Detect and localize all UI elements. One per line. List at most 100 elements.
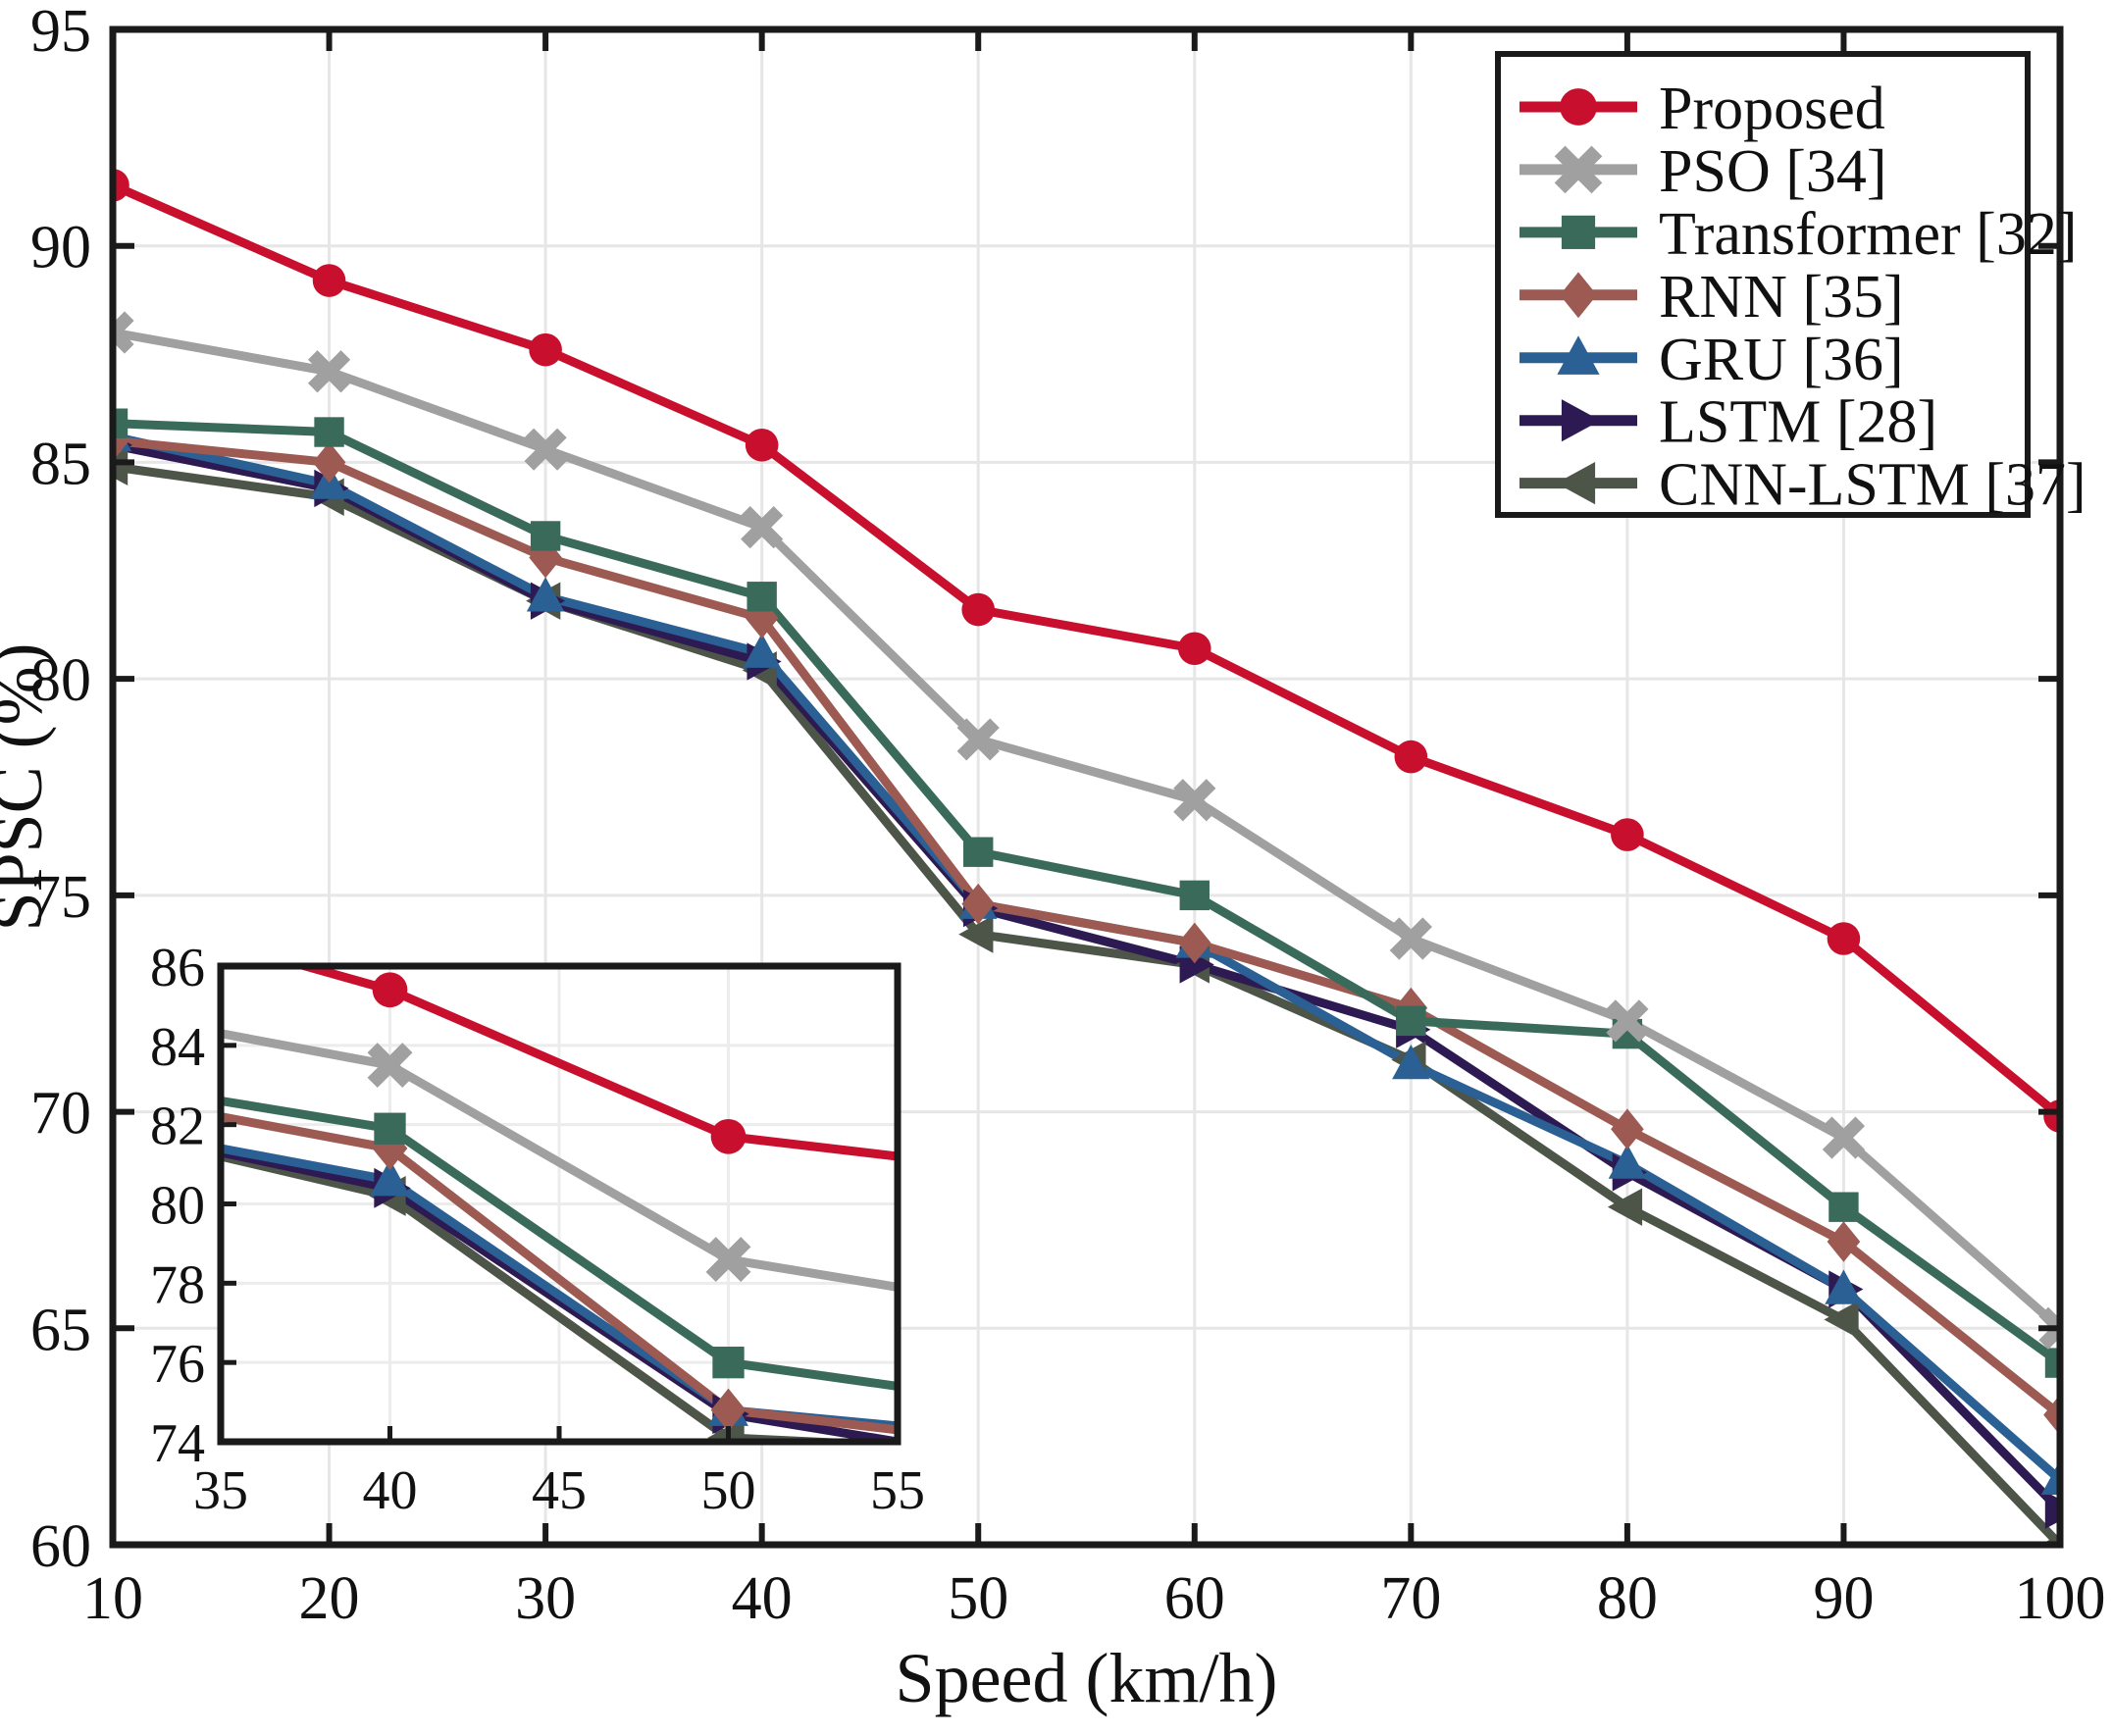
- inset-series-group: [221, 966, 898, 1442]
- series-line-proposed: [113, 180, 2060, 1121]
- x-marker: [307, 350, 351, 393]
- main-series-group: [113, 169, 2060, 1545]
- inset-x-tick-label: 50: [701, 1460, 756, 1521]
- legend-label: PSO [34]: [1659, 138, 1887, 205]
- x-axis-title: Speed (km/h): [896, 1639, 1278, 1717]
- data-point-marker: [1389, 917, 1432, 960]
- y-tick-label: 65: [30, 1297, 91, 1363]
- circle-marker: [1827, 922, 1861, 955]
- y-tick-label: 75: [30, 864, 91, 931]
- data-point-marker: [1173, 779, 1216, 822]
- x-marker: [367, 1043, 413, 1088]
- data-point-marker: [1607, 1188, 1643, 1226]
- inset-y-tick-label: 86: [150, 938, 205, 998]
- data-point-marker: [1827, 922, 1861, 955]
- legend-item-gru[interactable]: GRU [36]: [1520, 327, 1904, 393]
- x-marker: [1173, 779, 1216, 822]
- legend-item-lstm[interactable]: LSTM [28]: [1520, 389, 1937, 456]
- y-tick-label: 70: [30, 1081, 91, 1148]
- main-tick-labels: 10 20 30 40 50 60 70 80 90 100 60 65 70 75 80 85 90 95: [30, 0, 2106, 1632]
- x-marker: [705, 1237, 751, 1283]
- inset-y-tick-label: 78: [150, 1254, 205, 1315]
- triangle-up-marker: [1608, 1144, 1647, 1179]
- series-line-transformer: [113, 419, 2060, 1368]
- diamond-marker: [1611, 1108, 1644, 1150]
- data-point-marker: [314, 417, 344, 447]
- data-point-marker: [961, 592, 996, 627]
- data-point-marker: [1396, 1005, 1426, 1037]
- inset-y-tick-label: 74: [150, 1413, 205, 1474]
- y-tick-label: 80: [30, 647, 91, 714]
- data-point-marker: [1556, 462, 1596, 505]
- inset-x-tick-label: 40: [363, 1460, 418, 1521]
- x-tick-label: 60: [1164, 1565, 1225, 1632]
- square-marker: [314, 417, 344, 447]
- data-point-marker: [372, 972, 408, 1008]
- data-point-marker: [367, 1043, 413, 1088]
- circle-marker: [1611, 818, 1644, 851]
- diamond-marker: [2043, 1394, 2060, 1436]
- inset-series-line-proposed: [288, 966, 898, 1161]
- square-marker: [963, 837, 994, 867]
- x-tick-label: 40: [732, 1565, 793, 1632]
- data-point-marker: [529, 332, 562, 367]
- data-point-marker: [1561, 215, 1596, 249]
- data-point-marker: [1611, 1108, 1644, 1150]
- legend-item-pso[interactable]: PSO [34]: [1520, 138, 1887, 205]
- diamond-marker: [961, 883, 996, 925]
- data-point-marker: [312, 264, 346, 297]
- data-point-marker: [2040, 1459, 2060, 1495]
- x-marker: [956, 718, 1000, 761]
- triangle-up-marker: [370, 1159, 410, 1197]
- data-point-marker: [370, 1159, 410, 1197]
- data-point-marker: [2044, 1491, 2060, 1529]
- data-point-marker: [1611, 818, 1644, 851]
- legend-item-cnn-lstm[interactable]: CNN-LSTM [37]: [1520, 452, 2086, 519]
- inset-series-line-transformer: [221, 1096, 898, 1391]
- inset-y-tick-label: 84: [150, 1017, 205, 1078]
- x-marker: [2038, 1306, 2060, 1350]
- y-tick-label: 90: [30, 215, 91, 281]
- inset-chart: 35 40 45 50 55 74 76 78 80 82 84 86: [150, 938, 925, 1521]
- legend-item-proposed[interactable]: Proposed: [1520, 76, 1885, 142]
- square-marker: [747, 582, 777, 612]
- diamond-marker: [1177, 922, 1211, 964]
- circle-marker: [113, 169, 129, 202]
- data-point-marker: [1557, 335, 1600, 375]
- data-point-marker: [712, 1347, 745, 1379]
- data-point-marker: [1822, 1116, 1866, 1159]
- triangle-left-marker: [1556, 462, 1596, 505]
- square-marker: [1829, 1192, 1859, 1222]
- x-marker: [1389, 917, 1432, 960]
- data-point-marker: [1179, 880, 1210, 911]
- triangle-right-marker: [1561, 399, 1601, 442]
- data-point-marker: [958, 915, 994, 953]
- legend-item-rnn[interactable]: RNN [35]: [1520, 264, 1904, 331]
- data-point-marker: [1394, 740, 1428, 774]
- x-tick-label: 10: [82, 1565, 143, 1632]
- legend-label: GRU [36]: [1659, 327, 1904, 393]
- diamond-marker: [710, 1388, 747, 1432]
- data-point-marker: [2043, 1394, 2060, 1436]
- data-point-marker: [747, 582, 777, 612]
- legend-item-transformer[interactable]: Transformer [32]: [1520, 201, 2077, 268]
- x-tick-label: 70: [1380, 1565, 1441, 1632]
- triangle-up-marker: [1557, 335, 1600, 375]
- data-point-marker: [1827, 1221, 1861, 1262]
- inset-series-line-rnn: [221, 1112, 898, 1435]
- square-marker: [113, 408, 129, 438]
- inset-x-tick-label: 55: [870, 1460, 925, 1521]
- inset-y-tick-label: 76: [150, 1334, 205, 1395]
- y-tick-label: 85: [30, 431, 91, 497]
- data-point-marker: [312, 441, 346, 484]
- data-point-marker: [1560, 272, 1597, 319]
- square-marker: [530, 521, 561, 551]
- diamond-marker: [1560, 272, 1597, 319]
- data-point-marker: [1606, 999, 1649, 1043]
- triangle-left-marker: [958, 915, 994, 953]
- x-marker: [1606, 999, 1649, 1043]
- data-point-marker: [1392, 1045, 1430, 1080]
- square-marker: [374, 1112, 406, 1145]
- x-tick-label: 20: [299, 1565, 360, 1632]
